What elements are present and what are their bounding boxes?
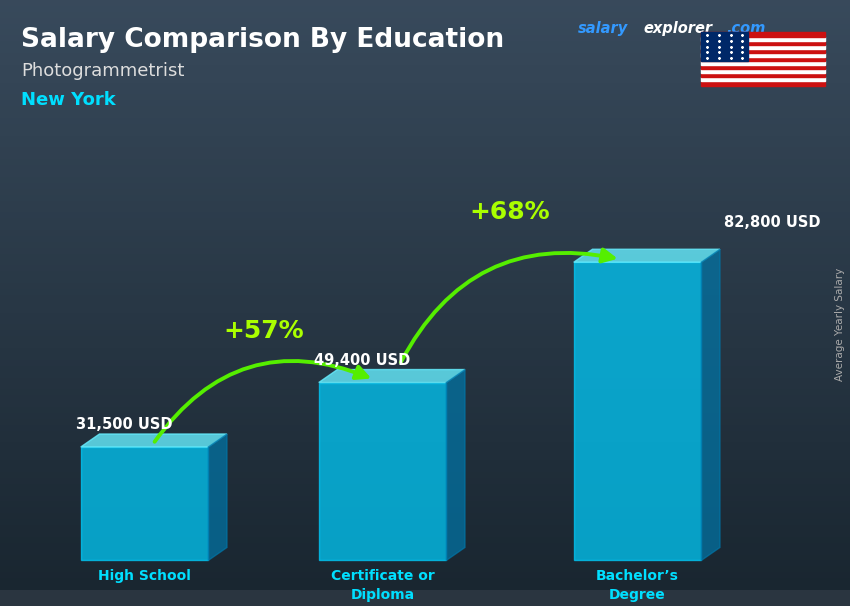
Text: Certificate or
Diploma: Certificate or Diploma [331,569,434,602]
Text: .com: .com [727,21,766,36]
Text: Salary Comparison By Education: Salary Comparison By Education [21,27,504,53]
Text: 31,500 USD: 31,500 USD [76,418,173,432]
Bar [701,45,824,48]
Text: +68%: +68% [470,201,550,224]
Text: 49,400 USD: 49,400 USD [314,353,411,368]
Bar [701,33,824,36]
Text: High School: High School [98,569,191,584]
Bar [701,65,824,69]
Polygon shape [81,434,227,447]
Bar [319,382,446,561]
Bar [701,69,824,73]
Text: 82,800 USD: 82,800 USD [724,215,821,230]
Text: explorer: explorer [643,21,712,36]
Polygon shape [208,434,227,561]
Bar [701,53,824,57]
Bar [701,33,748,61]
Polygon shape [701,249,720,561]
Bar [701,61,824,65]
Polygon shape [574,249,720,262]
FancyArrowPatch shape [401,250,614,362]
Bar [574,262,701,561]
Text: New York: New York [21,92,116,110]
Text: Photogrammetrist: Photogrammetrist [21,62,184,80]
Bar [701,73,824,78]
Bar [81,447,208,561]
Polygon shape [446,370,465,561]
Text: salary: salary [578,21,628,36]
Bar [701,41,824,45]
Bar [701,57,824,61]
FancyArrowPatch shape [155,361,367,442]
Text: +57%: +57% [224,319,303,343]
Text: Average Yearly Salary: Average Yearly Salary [835,268,845,381]
Bar [701,48,824,53]
Polygon shape [319,370,465,382]
Bar [701,81,824,85]
Text: Bachelor’s
Degree: Bachelor’s Degree [596,569,679,602]
Bar [701,36,824,41]
Bar [701,78,824,81]
